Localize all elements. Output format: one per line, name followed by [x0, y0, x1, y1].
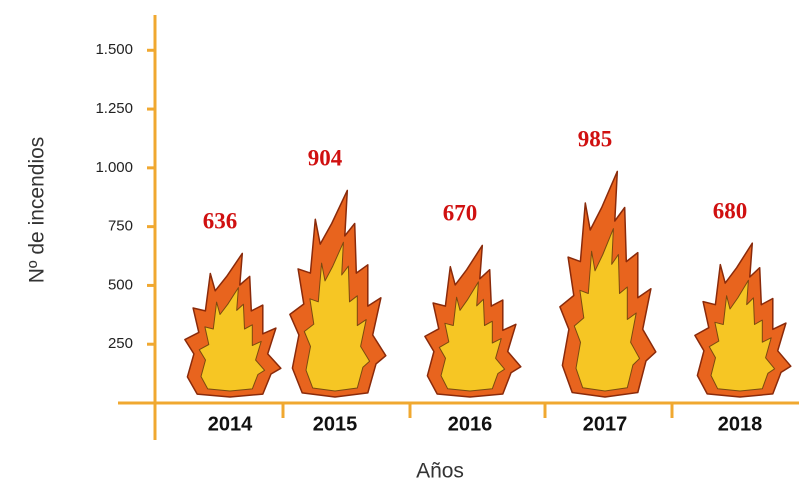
- x-tick-label: 2014: [208, 413, 253, 435]
- value-label: 636: [203, 209, 238, 234]
- x-tick-label: 2018: [718, 413, 763, 435]
- y-tick-label: 1.500: [95, 41, 133, 58]
- x-tick-label: 2015: [313, 413, 358, 435]
- x-axis-label: Años: [416, 460, 464, 483]
- value-label: 904: [308, 146, 343, 171]
- y-tick-label: 1.250: [95, 100, 133, 117]
- value-label: 985: [578, 127, 613, 152]
- y-tick-label: 250: [108, 335, 133, 352]
- y-tick-label: 1.000: [95, 159, 133, 176]
- y-tick-label: 750: [108, 218, 133, 235]
- value-label: 670: [443, 201, 478, 226]
- chart: Nº de incendios Años 250 500 750 1.000 1.250…: [0, 0, 799, 489]
- x-tick-label: 2016: [448, 413, 493, 435]
- x-tick-label: 2017: [583, 413, 628, 435]
- value-label: 680: [713, 198, 748, 223]
- y-axis-label: Nº de incendios: [26, 137, 49, 284]
- y-tick-label: 500: [108, 276, 133, 293]
